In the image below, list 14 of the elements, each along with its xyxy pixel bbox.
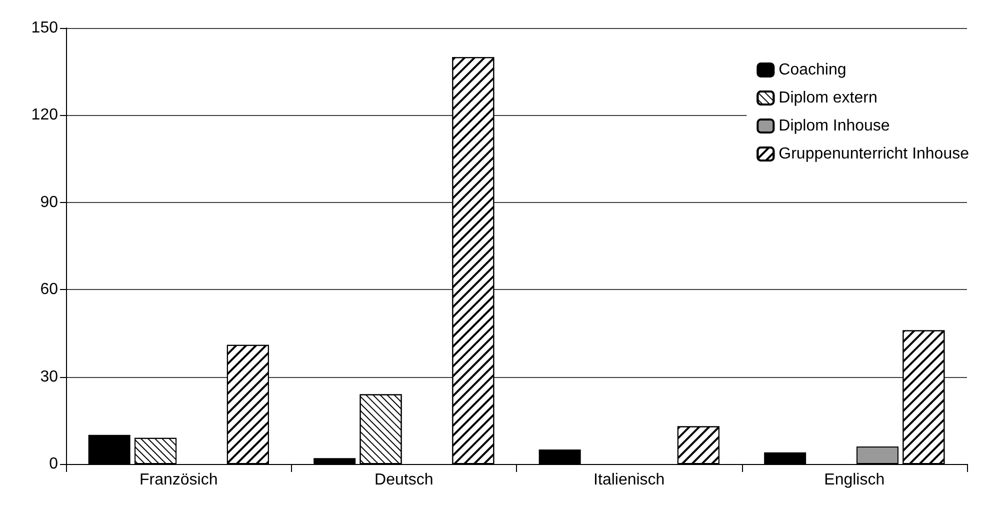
y-tick-label: 0 bbox=[49, 456, 58, 472]
y-tick-label: 120 bbox=[31, 106, 58, 124]
x-tick-label: Englisch bbox=[824, 472, 885, 488]
y-tick-label: 90 bbox=[40, 194, 58, 211]
y-tick-label: 150 bbox=[31, 20, 58, 36]
x-tick-label: Deutsch bbox=[374, 472, 434, 488]
legend-label: Diplom extern bbox=[778, 90, 878, 106]
y-tick-label: 60 bbox=[40, 281, 58, 298]
y-tick-label: 30 bbox=[40, 368, 58, 386]
x-tick-label: Italienisch bbox=[594, 472, 665, 488]
x-tick-label: Französich bbox=[140, 472, 218, 488]
legend-label: Diplom Inhouse bbox=[778, 118, 890, 134]
legend-label: Gruppenunterricht Inhouse bbox=[778, 146, 970, 162]
legend-label: Coaching bbox=[778, 62, 846, 78]
